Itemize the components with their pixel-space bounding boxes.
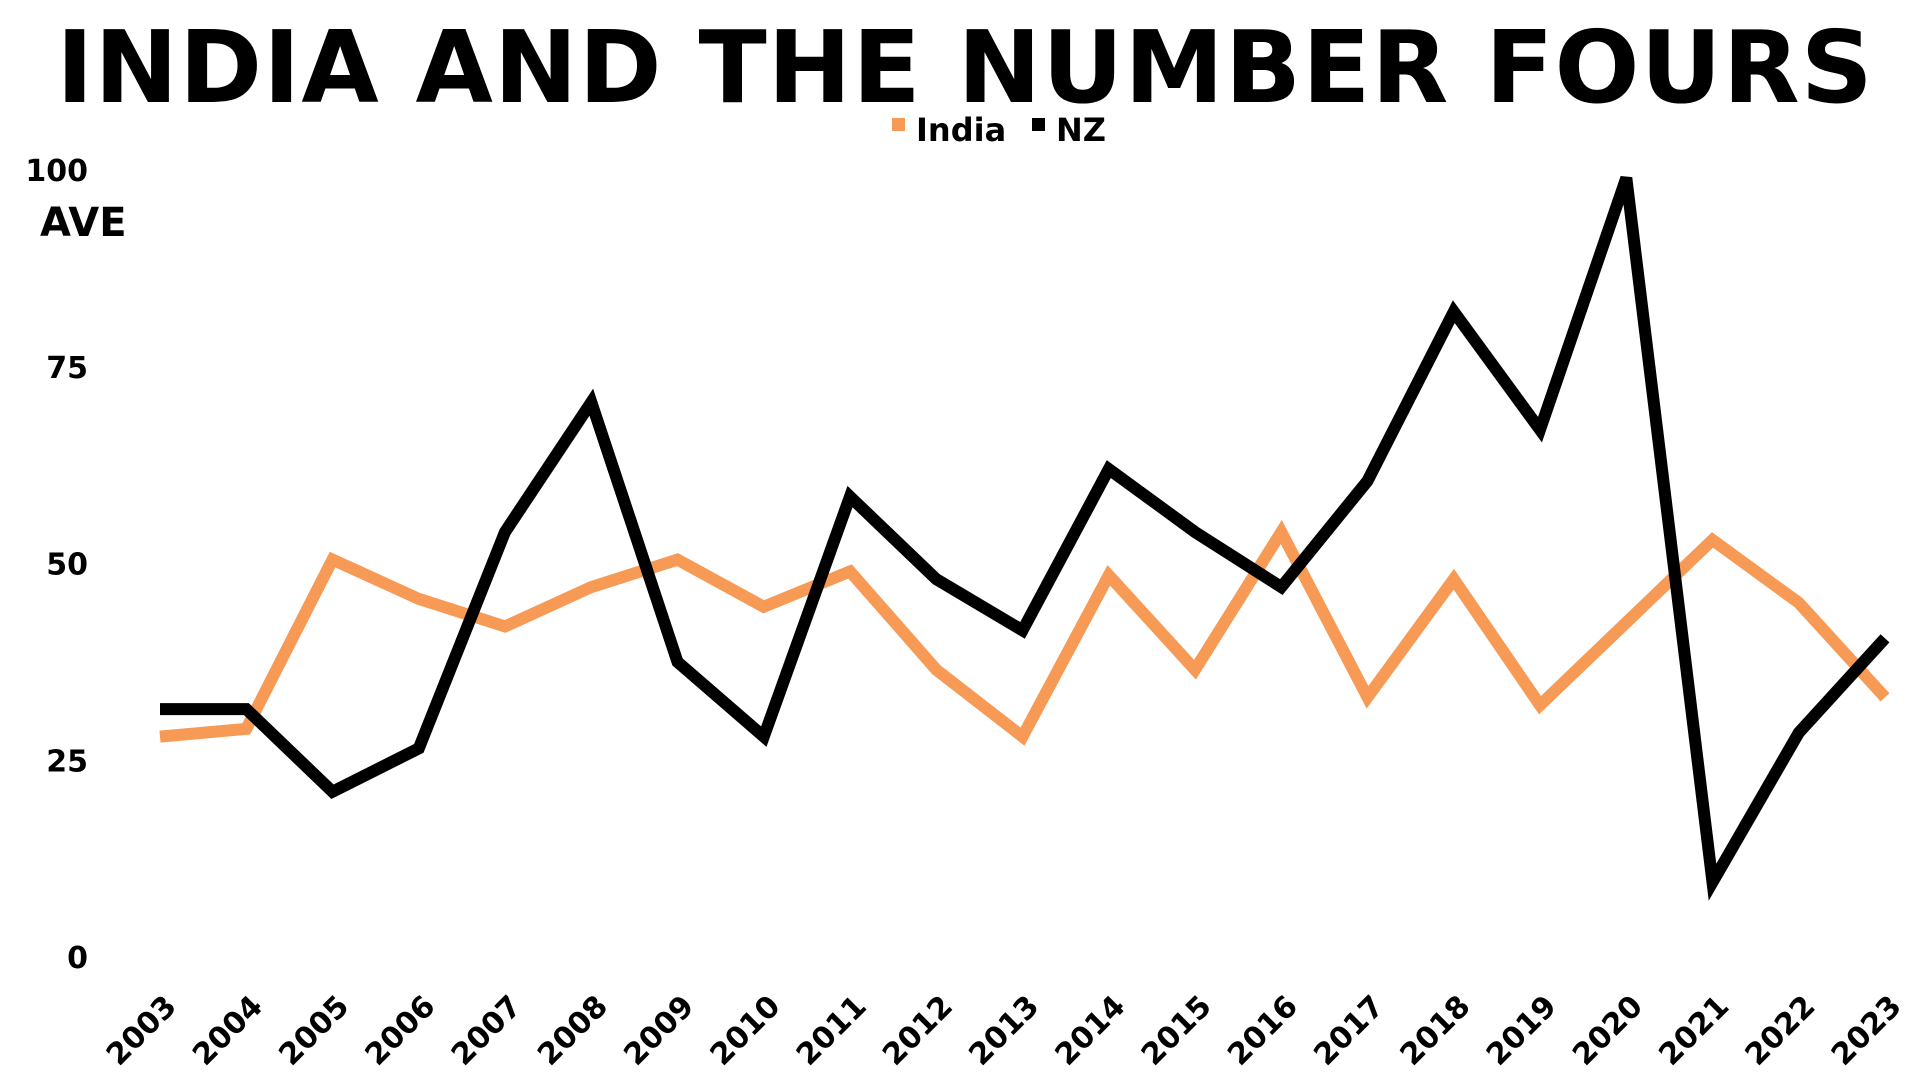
- chart-title: INDIA AND THE NUMBER FOURS: [56, 9, 1874, 126]
- x-tick-label: 2019: [1480, 989, 1564, 1073]
- x-tick-label: 2004: [186, 989, 270, 1073]
- x-tick-label: 2012: [876, 989, 960, 1073]
- legend: India NZ: [892, 111, 1106, 149]
- y-tick-label: 0: [67, 941, 88, 976]
- x-tick-label: 2022: [1739, 989, 1823, 1073]
- legend-item-india: India: [892, 111, 1006, 149]
- y-axis: AVE 0 25 50 75 100: [25, 154, 126, 976]
- x-tick-label: 2003: [100, 989, 184, 1073]
- x-tick-label: 2008: [531, 989, 615, 1073]
- legend-item-nz: NZ: [1032, 111, 1106, 149]
- legend-swatch: [1032, 118, 1045, 131]
- legend-swatch: [892, 118, 905, 131]
- x-tick-label: 2018: [1394, 989, 1478, 1073]
- x-tick-label: 2020: [1566, 989, 1650, 1073]
- y-axis-label: AVE: [40, 200, 127, 246]
- legend-label: NZ: [1056, 111, 1106, 149]
- x-tick-label: 2011: [790, 989, 874, 1073]
- y-tick-label: 100: [25, 154, 88, 189]
- legend-label: India: [916, 111, 1006, 149]
- y-tick-label: 75: [46, 351, 88, 386]
- x-tick-label: 2006: [359, 989, 443, 1073]
- x-tick-label: 2005: [272, 989, 356, 1073]
- x-axis: 2003 2004 2005 2006 2007 2008 2009 2010 2011 2012…: [100, 989, 1909, 1073]
- y-tick-label: 50: [46, 548, 88, 583]
- series-lines: [159, 175, 1890, 901]
- x-tick-label: 2010: [704, 989, 788, 1073]
- x-tick-label: 2014: [1049, 989, 1133, 1073]
- x-tick-label: 2015: [1135, 989, 1219, 1073]
- series-nz: [159, 175, 1890, 901]
- y-tick-label: 25: [46, 744, 88, 779]
- series-india: [159, 519, 1890, 746]
- x-tick-label: 2013: [962, 989, 1046, 1073]
- x-tick-label: 2016: [1221, 989, 1305, 1073]
- x-tick-label: 2009: [617, 989, 701, 1073]
- x-tick-label: 2023: [1825, 989, 1909, 1073]
- x-tick-label: 2017: [1307, 989, 1391, 1073]
- x-tick-label: 2007: [445, 989, 529, 1073]
- series-line-nz: [160, 175, 1890, 901]
- x-tick-label: 2021: [1652, 989, 1736, 1073]
